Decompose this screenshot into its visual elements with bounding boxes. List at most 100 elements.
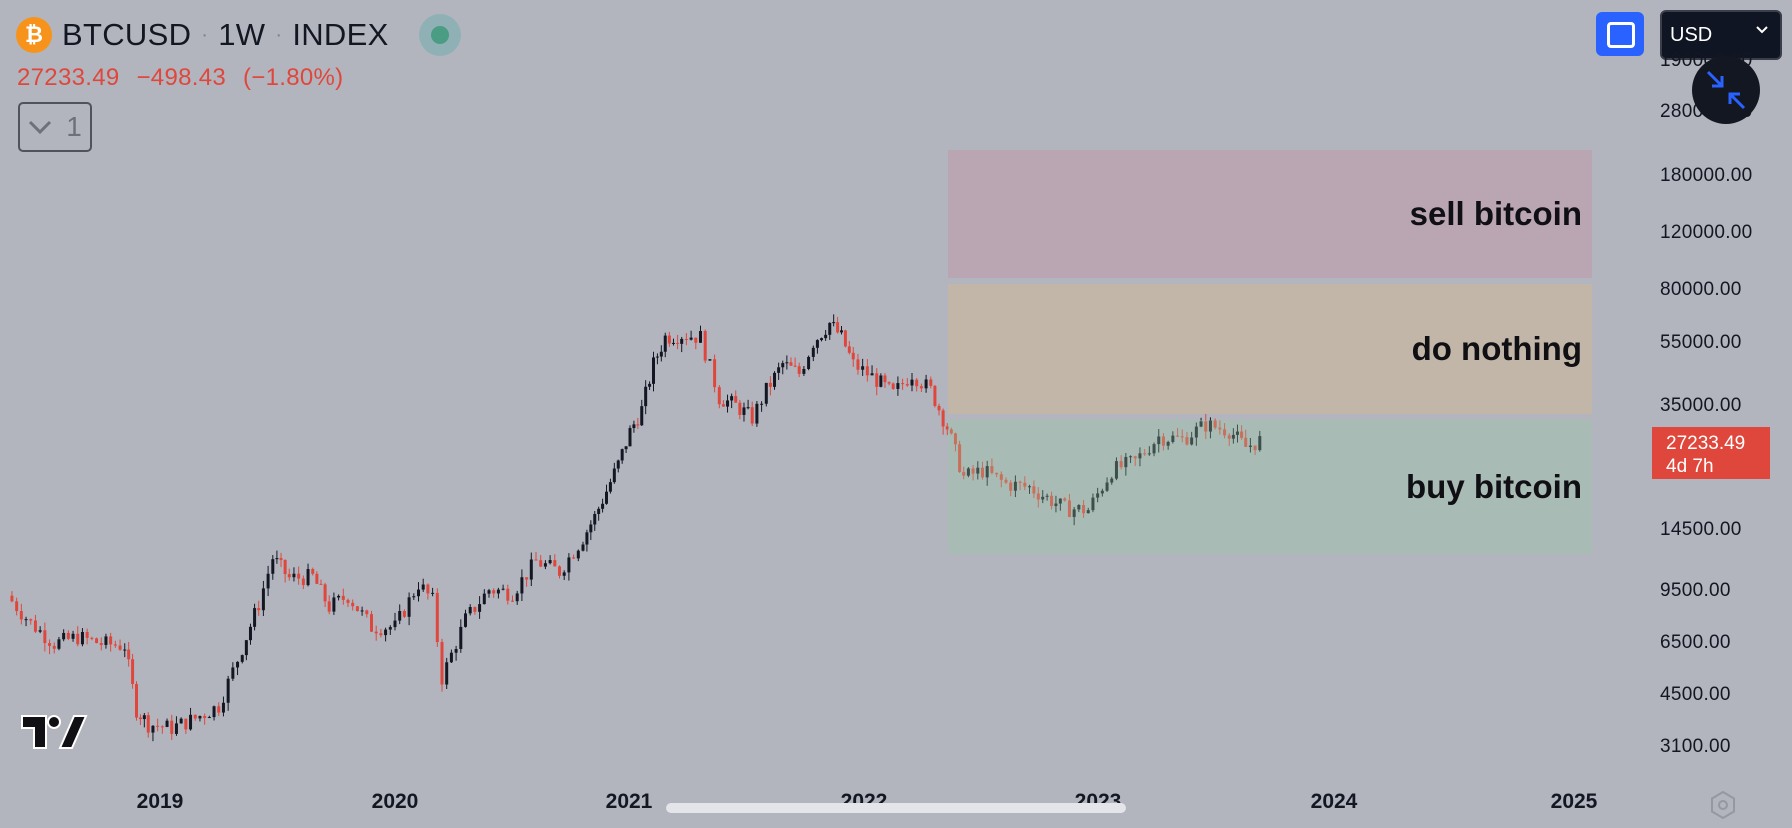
candle-body	[10, 595, 14, 602]
price-chart[interactable]	[0, 0, 1650, 780]
candle-body	[66, 632, 70, 639]
candle-body	[966, 468, 970, 476]
candle-body	[865, 366, 869, 376]
candle-body	[981, 467, 984, 478]
minimize-icon	[1706, 70, 1746, 110]
candle-body	[360, 610, 364, 612]
candle-body	[1194, 426, 1198, 438]
x-tick-label: 2024	[1310, 790, 1358, 813]
candle-body	[520, 577, 524, 594]
y-tick-label: 55000.00	[1660, 332, 1742, 353]
source-label: INDEX	[292, 17, 389, 52]
candle-body	[949, 429, 953, 434]
symbol-info[interactable]: BTCUSD · 1W · INDEX	[62, 17, 389, 53]
candle-body	[85, 631, 89, 638]
symbol-header[interactable]: ₿ BTCUSD · 1W · INDEX	[16, 14, 461, 56]
candle-body	[1013, 481, 1017, 491]
candle-body	[856, 359, 860, 370]
candle-body	[843, 330, 847, 347]
candle-body	[297, 573, 301, 579]
candle-body	[655, 356, 659, 358]
candle-body	[945, 426, 949, 430]
zone-hold[interactable]: do nothing	[948, 284, 1592, 414]
candle-body	[589, 524, 593, 533]
candle-body	[445, 662, 449, 685]
candle-body	[924, 379, 928, 389]
settings-hex-icon[interactable]	[1708, 790, 1738, 820]
candle-body	[468, 607, 472, 614]
chevron-down-icon	[1756, 26, 1768, 34]
candle-body	[567, 557, 571, 573]
candle-body	[492, 590, 496, 594]
candle-body	[976, 467, 980, 474]
horizontal-scrollbar[interactable]	[666, 803, 1126, 813]
zone-sell[interactable]: sell bitcoin	[948, 150, 1592, 278]
candle-body	[1023, 482, 1027, 487]
candle-body	[138, 717, 142, 720]
indicators-toggle-button[interactable]: 1	[18, 102, 92, 152]
candle-body	[676, 342, 680, 344]
candle-body	[785, 362, 789, 364]
candle-body	[207, 717, 211, 719]
candle-body	[99, 642, 103, 645]
candle-body	[1199, 421, 1203, 427]
candle-body	[57, 639, 61, 649]
candle-body	[407, 597, 411, 617]
candle-body	[742, 407, 746, 415]
candle-body	[311, 569, 315, 574]
candle-body	[292, 573, 296, 578]
candle-body	[346, 599, 350, 603]
market-status-icon[interactable]	[418, 14, 461, 56]
candle-body	[131, 659, 135, 684]
candle-body	[179, 718, 183, 724]
candle-body	[43, 630, 47, 644]
candle-body	[398, 611, 402, 621]
candle-body	[1152, 444, 1156, 454]
y-tick-label: 6500.00	[1660, 632, 1731, 653]
candle-body	[703, 331, 707, 361]
candle-body	[828, 322, 832, 335]
candle-body	[807, 356, 811, 369]
zone-buy[interactable]: buy bitcoin	[948, 420, 1592, 554]
candle-body	[793, 365, 797, 367]
candle-body	[113, 644, 117, 646]
candle-body	[915, 379, 919, 387]
candle-body	[680, 338, 684, 344]
currency-value: USD	[1670, 23, 1713, 46]
candle-body	[815, 340, 819, 348]
candle-body	[896, 383, 900, 389]
candle-body	[910, 379, 914, 386]
fullscreen-icon	[1607, 22, 1635, 48]
candle-body	[306, 569, 310, 586]
candle-body	[417, 589, 420, 597]
fullscreen-button[interactable]	[1596, 12, 1644, 56]
candle-body	[1114, 461, 1118, 479]
candle-body	[572, 557, 576, 559]
interval-label[interactable]: 1W	[218, 17, 266, 52]
candle-body	[995, 472, 999, 475]
candle-body	[48, 643, 52, 646]
candle-body	[640, 406, 644, 426]
y-tick-label: 120000.00	[1660, 222, 1753, 243]
candle-body	[1208, 420, 1212, 432]
candle-body	[901, 383, 905, 385]
last-price-badge: 27233.49 4d 7h	[1652, 427, 1770, 479]
candle-body	[109, 636, 113, 645]
candle-body	[558, 566, 561, 576]
candle-body	[24, 619, 28, 621]
candle-body	[1157, 436, 1161, 445]
y-tick-label: 3100.00	[1660, 736, 1731, 757]
candle-body	[962, 471, 966, 476]
candle-body	[999, 474, 1003, 480]
tradingview-logo-icon	[21, 715, 88, 749]
candle-body	[875, 373, 879, 387]
minimize-button[interactable]	[1692, 56, 1760, 124]
candle-body	[1032, 486, 1036, 494]
candle-body	[534, 559, 538, 561]
tradingview-logo[interactable]	[20, 714, 88, 760]
candle-body	[319, 583, 323, 585]
candle-body	[802, 368, 806, 374]
candle-body	[351, 602, 355, 607]
candle-body	[879, 375, 883, 387]
candle-body	[667, 335, 671, 344]
